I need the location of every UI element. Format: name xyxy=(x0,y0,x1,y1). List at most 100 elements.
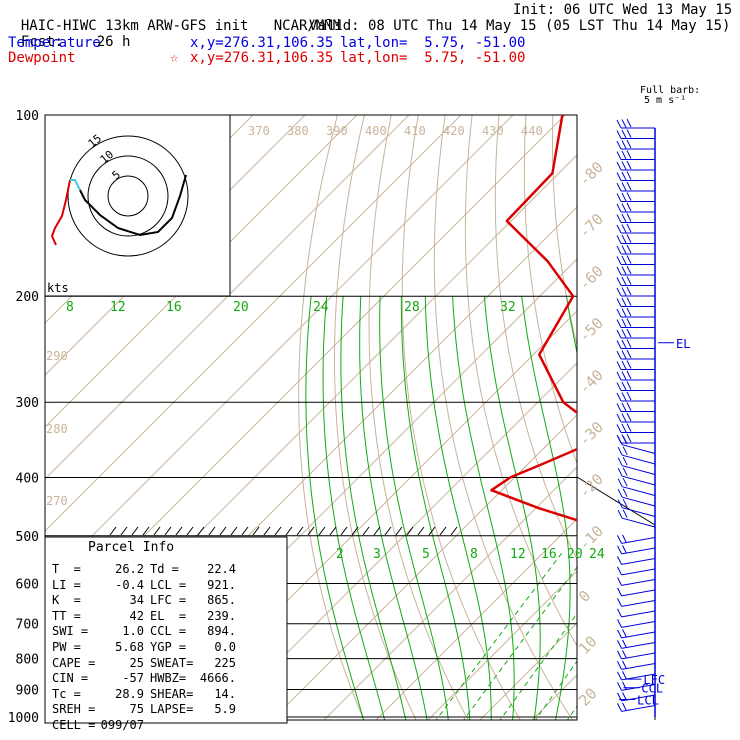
moist-adiabat xyxy=(424,296,492,720)
wind-barb-flag xyxy=(616,413,622,423)
wind-barb-flag xyxy=(626,118,632,128)
isotherm-line xyxy=(219,362,577,720)
isotherm-line xyxy=(427,570,577,720)
moist-adiabat xyxy=(322,296,386,720)
mixing-ratio-label: 2 xyxy=(336,547,344,562)
wind-barb-flag xyxy=(621,140,627,149)
wind-barb-flag xyxy=(626,213,632,222)
wind-barb-flag xyxy=(617,587,622,597)
parcel-info-value: 26.2 xyxy=(115,562,144,576)
wind-barb-flag xyxy=(626,339,632,348)
parcel-info-value: 34 xyxy=(129,593,144,608)
parcel-info-key: YGP = xyxy=(150,640,187,654)
parcel-info-key: HWBZ= xyxy=(150,671,187,686)
wind-barb-flag xyxy=(616,340,622,349)
wind-barb-flag xyxy=(616,361,622,370)
dewpoint-profile xyxy=(490,115,577,522)
moist-adiabat xyxy=(483,296,541,720)
wind-barb-flag xyxy=(626,286,632,296)
pressure-tick-label: 400 xyxy=(16,471,39,486)
wind-barb xyxy=(622,444,656,454)
wind-barb-flag xyxy=(622,509,628,518)
dry-adiabat xyxy=(298,115,365,720)
parcel-info-key: K = xyxy=(52,593,81,608)
wind-barb-flag xyxy=(626,171,632,180)
dew-legend-xy: x,y=276.31,106.35 xyxy=(190,50,334,66)
mixing-ratio-label: 28 xyxy=(404,300,420,315)
wind-barb-flag xyxy=(617,682,622,691)
wind-barb-flag xyxy=(626,360,632,369)
pressure-tick-label: 500 xyxy=(16,530,39,545)
wind-barb-flag xyxy=(616,382,622,391)
wind-barb-flag xyxy=(616,203,622,213)
mixing-ratio-label: 12 xyxy=(110,300,126,315)
wind-barb-flag xyxy=(622,681,627,691)
wind-barb xyxy=(622,454,656,465)
wind-barb-flag xyxy=(626,307,632,317)
header-valid: Valid: 08 UTC Thu 14 May 15 (05 LST Thu … xyxy=(309,18,731,34)
wind-barb-flag xyxy=(621,245,627,254)
parcel-info-value: 28.9 xyxy=(115,686,144,701)
wind-barb-flag xyxy=(621,129,627,139)
hodograph-ring xyxy=(107,175,149,217)
hatch-mark xyxy=(164,526,172,536)
wind-barb-flag xyxy=(622,650,627,659)
dew-legend-latlon: lat,lon= 5.75, -51.00 xyxy=(340,50,526,66)
parcel-info-key: TT = xyxy=(52,608,81,623)
dew-legend-label: Dewpoint xyxy=(8,50,76,66)
level-marker-ccl: CCL xyxy=(641,682,663,696)
pressure-tick-label: 1000 xyxy=(8,711,39,726)
hatch-mark xyxy=(153,526,161,536)
wind-barb-flag xyxy=(626,244,632,254)
wind-barb xyxy=(621,642,656,649)
moist-adiabat xyxy=(521,296,571,720)
hatch-mark xyxy=(395,526,403,536)
wind-barb-flag xyxy=(626,255,632,264)
hodograph-frame xyxy=(44,114,231,297)
wind-barb-flag xyxy=(616,161,622,171)
dry-adiabat xyxy=(580,115,740,730)
wind-barb-flag xyxy=(621,350,627,359)
moist-adiabat xyxy=(637,296,740,730)
isotherm-label: 10 xyxy=(575,632,601,658)
isotherm-line xyxy=(574,115,740,730)
isotherm-line xyxy=(271,414,577,720)
wind-barb-flag xyxy=(622,545,627,554)
hatch-mark xyxy=(417,526,425,536)
parcel-info-value: -57 xyxy=(122,671,144,686)
wind-barb-flag xyxy=(617,488,623,498)
wind-barb-flag xyxy=(621,339,627,349)
wind-barb-flag xyxy=(626,370,632,380)
dry-adiabat xyxy=(401,115,522,720)
parcel-info-key: Td = xyxy=(150,562,179,576)
wind-barb xyxy=(622,496,656,507)
level-marker-el: EL xyxy=(676,337,690,351)
theta-label: 430 xyxy=(482,124,504,138)
wind-barb-flag xyxy=(621,192,627,202)
hatch-mark xyxy=(208,526,216,536)
isotherm-line xyxy=(479,622,577,720)
wind-barb-flag xyxy=(626,192,632,201)
wind-barb-flag xyxy=(622,477,628,487)
wind-barb-flag xyxy=(621,308,627,317)
wind-barb xyxy=(621,694,656,702)
mixing-ratio-label: 20 xyxy=(567,547,583,562)
wind-barb-flag xyxy=(616,182,622,192)
temp-legend-latlon: lat,lon= 5.75, -51.00 xyxy=(340,35,526,51)
wind-barb-flag xyxy=(621,360,627,370)
isotherm-label: -50 xyxy=(575,314,607,346)
hatch-mark xyxy=(340,526,348,536)
hatch-mark xyxy=(219,526,227,536)
hatch-mark xyxy=(296,526,304,536)
wind-barb-flag xyxy=(626,412,632,422)
wind-barb-flag xyxy=(617,566,622,576)
parcel-info-value: 25 xyxy=(129,655,144,670)
isotherm-label: -30 xyxy=(575,418,607,450)
wind-barb-flag xyxy=(621,276,627,286)
wind-barb-flag xyxy=(622,629,627,638)
theta-label: 270 xyxy=(46,494,68,508)
wind-barb xyxy=(621,673,656,681)
parcel-info-value: 099/07 xyxy=(100,718,144,732)
hodograph-trace-upper xyxy=(79,174,187,237)
wind-barb-flag xyxy=(616,392,622,402)
